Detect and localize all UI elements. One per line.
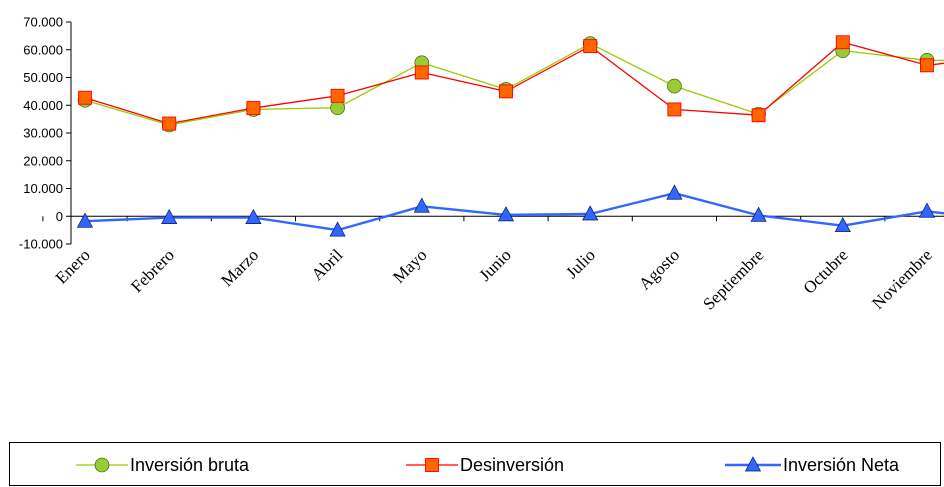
data-point bbox=[78, 90, 92, 105]
legend-label-inversion-neta: Inversión Neta bbox=[783, 454, 900, 475]
y-tick-label: 10.000 bbox=[23, 181, 63, 196]
y-tick-label: 30.000 bbox=[23, 126, 63, 141]
y-tick-label: 20.000 bbox=[23, 153, 63, 168]
data-point bbox=[329, 221, 346, 237]
legend-label-desinversion: Desinversión bbox=[460, 454, 565, 475]
series-line bbox=[84, 191, 944, 232]
data-point bbox=[161, 208, 178, 224]
data-point bbox=[582, 205, 599, 221]
data-point bbox=[667, 102, 682, 117]
data-point bbox=[583, 39, 598, 54]
x-tick-label: Octubre bbox=[799, 245, 851, 297]
data-point bbox=[667, 78, 682, 94]
data-point bbox=[330, 100, 345, 116]
data-point bbox=[330, 88, 345, 103]
series-line bbox=[84, 42, 944, 126]
x-tick-label: Julio bbox=[562, 245, 599, 282]
data-point bbox=[413, 197, 430, 213]
x-tick-label: Abril bbox=[308, 245, 347, 284]
legend: Inversión bruta Desinversión Inversión N… bbox=[9, 442, 941, 486]
data-point bbox=[246, 101, 261, 115]
legend-swatch-inversion-bruta bbox=[76, 457, 128, 473]
x-tick-label: Noviembre bbox=[868, 245, 936, 313]
x-tick-label: Mayo bbox=[389, 245, 430, 286]
x-tick-label: Junio bbox=[475, 245, 514, 284]
legend-item-inversion-bruta: Inversión bruta bbox=[76, 443, 249, 487]
data-point bbox=[834, 216, 851, 233]
y-tick-label: 70.000 bbox=[23, 15, 63, 30]
y-tick-label: 0 bbox=[56, 209, 63, 224]
y-tick-label: 60.000 bbox=[23, 42, 63, 57]
data-point bbox=[162, 116, 177, 131]
data-point bbox=[920, 58, 934, 73]
legend-item-desinversion: Desinversión bbox=[406, 443, 564, 487]
series-line bbox=[84, 41, 944, 125]
legend-item-inversion-neta: Inversión Neta bbox=[725, 443, 899, 487]
data-point bbox=[414, 65, 429, 80]
data-point bbox=[666, 184, 683, 200]
legend-swatch-inversion-neta bbox=[725, 456, 781, 472]
y-tick-label: 50.000 bbox=[23, 70, 63, 85]
chart-plot: 70.000 60.000 50.000 40.000 30.000 20.000 10.0… bbox=[19, 15, 944, 314]
x-tick-label: Marzo bbox=[217, 245, 262, 290]
data-point bbox=[918, 202, 936, 218]
x-tick-label: Enero bbox=[52, 245, 94, 287]
y-tick-label: 40.000 bbox=[23, 98, 63, 113]
data-point bbox=[497, 206, 515, 222]
data-point bbox=[750, 206, 767, 222]
data-point bbox=[499, 84, 513, 99]
data-point bbox=[751, 108, 766, 123]
x-tick-label: Agosto bbox=[635, 245, 683, 293]
legend-swatch-desinversion bbox=[406, 458, 458, 472]
x-tick-label: Febrero bbox=[127, 245, 178, 296]
x-tick-label: Septiembre bbox=[699, 245, 767, 313]
legend-label-inversion-bruta: Inversión bruta bbox=[130, 454, 250, 475]
data-point bbox=[245, 208, 262, 224]
data-point bbox=[76, 212, 94, 228]
data-point bbox=[835, 35, 850, 50]
y-tick-label: -10.000 bbox=[19, 237, 63, 252]
